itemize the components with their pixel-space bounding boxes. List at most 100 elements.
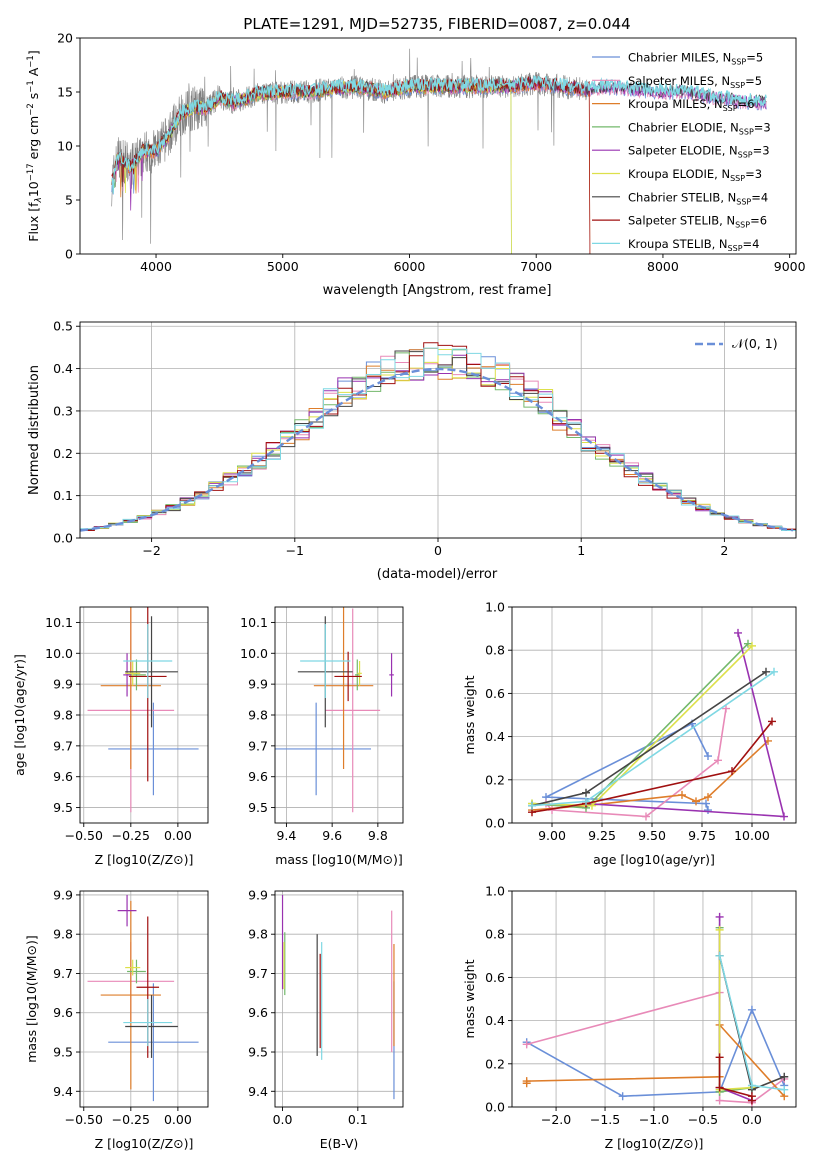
- y-tick-label: 10: [57, 139, 73, 154]
- x-tick-label: −0.5: [688, 1112, 718, 1127]
- x-tick-label: −1.0: [639, 1112, 669, 1127]
- y-tick-label: 0.1: [53, 488, 73, 503]
- label-part: 6: [760, 214, 767, 228]
- xlabel: Z [log10(Z/Z⊙)]: [95, 852, 194, 867]
- x-tick-label: 0.00: [164, 1112, 192, 1127]
- y-tick-label: 0.4: [485, 1013, 505, 1028]
- legend-eq: =: [746, 51, 756, 65]
- ylabel: mass [log10(M/M⊙)]: [24, 935, 39, 1063]
- y-tick-label: 9.5: [53, 800, 73, 815]
- x-tick-label: 9.00: [538, 828, 566, 843]
- point-marker: [692, 797, 700, 806]
- y-tick-label: 9.8: [248, 708, 268, 723]
- point-marker: [522, 1077, 531, 1086]
- y-tick-label: 9.5: [248, 800, 268, 815]
- point-marker: [715, 1096, 724, 1105]
- y-tick-label: 0.6: [485, 970, 505, 985]
- y-tick-label: 0: [65, 247, 73, 262]
- legend-eq: =: [750, 214, 760, 228]
- residuals-axes: −2 −1 0 1 2 0.0 0.1 0.2 0.3 0.4 0.5 (data-model)/er…: [27, 319, 797, 582]
- x-tick-label: 0.0: [742, 1112, 762, 1127]
- label-part: 5: [755, 74, 762, 88]
- age-vs-z-axes-plot-area: [87, 607, 199, 813]
- legend-eq: =: [754, 120, 764, 134]
- axes-frame: [511, 606, 797, 824]
- legend-sep: , N: [715, 51, 731, 65]
- legend-entry: Salpeter MILES, NSSP=5: [628, 74, 762, 90]
- y-tick-label: 9.8: [53, 927, 73, 942]
- x-tick-label: 0.0: [273, 1112, 293, 1127]
- point-marker: [704, 752, 712, 761]
- label-part: 3: [755, 167, 762, 181]
- axes-frame: [274, 890, 404, 1108]
- y-tick-label: 15: [57, 85, 73, 100]
- point-marker: [702, 799, 710, 808]
- age-vs-mass-axes-plot-area: [275, 607, 394, 813]
- label-part: erg cm: [26, 116, 41, 164]
- point-marker: [715, 951, 724, 960]
- massweight-vs-z-axes: −2.0 −1.5 −1.0 −0.5 0.0 0.0 0.2 0.4 0.6 0.8 1.0 Z […: [462, 884, 797, 1151]
- label-part: SSP: [735, 221, 750, 230]
- series-line-salpeter-miles: [526, 991, 785, 1104]
- legend-sep: , N: [720, 190, 736, 204]
- point-marker: [522, 1040, 531, 1049]
- label-part: 4: [761, 190, 768, 204]
- mass-vs-ebv-axes: 0.0 0.1 9.4 9.5 9.6 9.7 9.8 9.9 E(B-V): [248, 887, 404, 1151]
- point-marker: [747, 1096, 756, 1105]
- label-part: Salpeter STELIB: [628, 214, 719, 228]
- mass-vs-ebv-axes-plot-area: [281, 894, 395, 1100]
- residuals-ylabel: Normed distribution: [27, 365, 42, 495]
- label-part: SSP: [731, 58, 746, 67]
- observed-spectrum: [111, 48, 588, 244]
- legend-sep: , N: [723, 120, 739, 134]
- point-marker: [747, 1081, 756, 1090]
- x-tick-label: 0.1: [348, 1112, 368, 1127]
- label-part: 3: [763, 120, 770, 134]
- model-spectrum-salpeter-stelib: [111, 75, 591, 254]
- label-part: SSP: [728, 244, 743, 253]
- y-tick-label: 0.0: [53, 531, 73, 546]
- y-tick-label: 0.2: [485, 772, 505, 787]
- legend-sep: , N: [714, 167, 730, 181]
- y-tick-label: 0.2: [485, 1056, 505, 1071]
- x-tick-label: 9.4: [276, 828, 296, 843]
- histogram-salpeter-stelib: [80, 342, 796, 531]
- label-part: λ: [34, 197, 44, 203]
- legend-entry: Salpeter STELIB, NSSP=6: [628, 214, 767, 230]
- series-line-chabrier-elodie: [531, 643, 749, 809]
- point-marker: [780, 1072, 789, 1081]
- label-part: 6: [747, 97, 754, 111]
- y-tick-label: 9.8: [248, 927, 268, 942]
- label-part: Kroupa ELODIE: [628, 167, 714, 181]
- y-tick-label: 9.6: [248, 1005, 268, 1020]
- x-tick-label: −1.5: [590, 1112, 620, 1127]
- y-tick-label: 0.0: [485, 1100, 505, 1115]
- point-marker: [582, 788, 590, 797]
- y-tick-label: 0.8: [485, 643, 505, 658]
- label-part: −1: [26, 55, 36, 68]
- spectrum-ylabel: Flux [fλ10−17 erg cm−2 s−1 A−1]: [26, 50, 44, 241]
- y-tick-label: 9.7: [248, 966, 268, 981]
- label-part: Chabrier ELODIE: [628, 120, 723, 134]
- label-part: Chabrier STELIB: [628, 190, 720, 204]
- y-tick-label: 10.0: [240, 646, 268, 661]
- label-part: Salpeter ELODIE: [628, 144, 722, 158]
- legend-entry: Kroupa ELODIE, NSSP=3: [628, 167, 762, 183]
- label-part: SSP: [738, 151, 753, 160]
- point-marker: [618, 1092, 627, 1101]
- y-tick-label: 1.0: [485, 884, 505, 899]
- y-tick-label: 9.7: [248, 738, 268, 753]
- point-marker: [582, 797, 590, 806]
- legend-eq: =: [751, 190, 761, 204]
- spectrum-title: PLATE=1291, MJD=52735, FIBERID=0087, z=0…: [243, 15, 630, 33]
- label-part: SSP: [736, 197, 751, 206]
- xlabel: age [log10(age/yr)]: [593, 852, 715, 867]
- legend-eq: =: [738, 97, 748, 111]
- point-marker: [748, 641, 756, 650]
- point-marker: [768, 717, 776, 726]
- y-tick-label: 0.8: [485, 927, 505, 942]
- point-marker: [747, 1005, 756, 1014]
- point-marker: [780, 812, 788, 821]
- point-marker: [762, 667, 770, 676]
- y-tick-label: 9.4: [248, 1084, 268, 1099]
